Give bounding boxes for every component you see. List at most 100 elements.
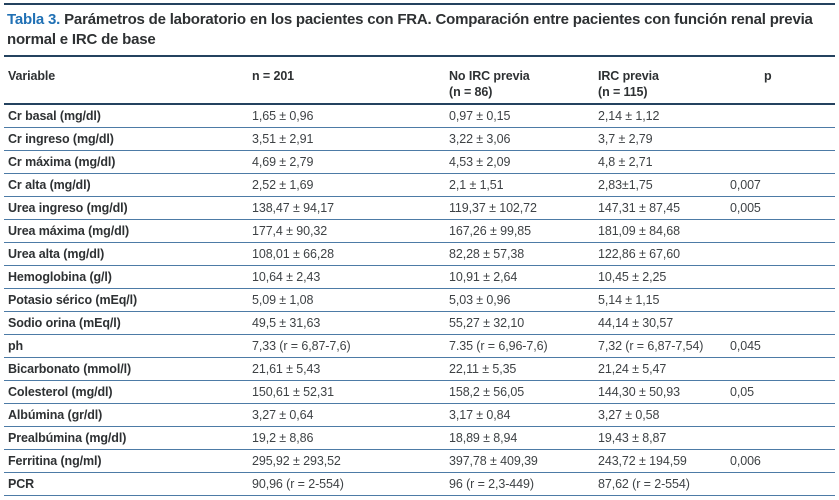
column-header-total: n = 201 [252, 68, 449, 103]
table-body: Cr basal (mg/dl) 1,65 ± 0,96 0,97 ± 0,15… [4, 105, 835, 496]
row-irc-previa-value: 2,14 ± 1,12 [598, 109, 660, 123]
column-header-label: Variable [8, 69, 56, 83]
row-total-value: 19,2 ± 8,86 [252, 431, 314, 445]
row-variable-label: Albúmina (gr/dl) [8, 408, 103, 422]
row-variable-label: Sodio orina (mEq/l) [8, 316, 121, 330]
row-irc-previa-value: 21,24 ± 5,47 [598, 362, 667, 376]
row-total-value: 295,92 ± 293,52 [252, 454, 341, 468]
column-header-p-value: p [730, 68, 835, 103]
row-total-value: 108,01 ± 66,28 [252, 247, 334, 261]
table-row: Urea máxima (mg/dl) 177,4 ± 90,32 167,26… [4, 220, 835, 243]
table-row: Cr alta (mg/dl) 2,52 ± 1,69 2,1 ± 1,51 2… [4, 174, 835, 197]
row-variable-label: Urea alta (mg/dl) [8, 247, 105, 261]
row-no-irc-previa-value: 3,17 ± 0,84 [449, 408, 511, 422]
table-row: Cr ingreso (mg/dl) 3,51 ± 2,91 3,22 ± 3,… [4, 128, 835, 151]
table-row: Cr basal (mg/dl) 1,65 ± 0,96 0,97 ± 0,15… [4, 105, 835, 128]
row-variable-label: Cr ingreso (mg/dl) [8, 132, 114, 146]
row-variable-label: Colesterol (mg/dl) [8, 385, 113, 399]
row-irc-previa-value: 2,83±1,75 [598, 178, 653, 192]
table-row: Albúmina (gr/dl) 3,27 ± 0,64 3,17 ± 0,84… [4, 404, 835, 427]
table-caption: Tabla 3. Parámetros de laboratorio en lo… [7, 10, 817, 50]
row-irc-previa-value: 4,8 ± 2,71 [598, 155, 653, 169]
row-total-value: 49,5 ± 31,63 [252, 316, 321, 330]
row-no-irc-previa-value: 3,22 ± 3,06 [449, 132, 511, 146]
row-no-irc-previa-value: 96 (r = 2,3-449) [449, 477, 534, 491]
row-irc-previa-value: 7,32 (r = 6,87-7,54) [598, 339, 704, 353]
row-variable-label: Bicarbonato (mmol/l) [8, 362, 132, 376]
table-row: Bicarbonato (mmol/l) 21,61 ± 5,43 22,11 … [4, 358, 835, 381]
row-p-value: 0,007 [730, 178, 761, 192]
row-no-irc-previa-value: 7.35 (r = 6,96-7,6) [449, 339, 548, 353]
row-irc-previa-value: 144,30 ± 50,93 [598, 385, 680, 399]
row-irc-previa-value: 3,27 ± 0,58 [598, 408, 660, 422]
row-variable-label: PCR [8, 477, 35, 491]
row-total-value: 150,61 ± 52,31 [252, 385, 334, 399]
row-irc-previa-value: 243,72 ± 194,59 [598, 454, 687, 468]
column-header-label: IRC previa [598, 69, 659, 83]
row-irc-previa-value: 87,62 (r = 2-554) [598, 477, 690, 491]
table-row: Ferritina (ng/ml) 295,92 ± 293,52 397,78… [4, 450, 835, 473]
row-variable-label: Hemoglobina (g/l) [8, 270, 112, 284]
table-row: Colesterol (mg/dl) 150,61 ± 52,31 158,2 … [4, 381, 835, 404]
row-total-value: 3,51 ± 2,91 [252, 132, 314, 146]
column-header-no-irc-previa: No IRC previa (n = 86) [449, 68, 598, 103]
table-number: Tabla 3. [7, 11, 61, 28]
row-total-value: 10,64 ± 2,43 [252, 270, 321, 284]
row-irc-previa-value: 147,31 ± 87,45 [598, 201, 680, 215]
table-row: Urea ingreso (mg/dl) 138,47 ± 94,17 119,… [4, 197, 835, 220]
row-irc-previa-value: 10,45 ± 2,25 [598, 270, 667, 284]
row-variable-label: Ferritina (ng/ml) [8, 454, 102, 468]
row-irc-previa-value: 181,09 ± 84,68 [598, 224, 680, 238]
column-header-label: p [764, 69, 772, 83]
row-variable-label: Cr alta (mg/dl) [8, 178, 91, 192]
row-irc-previa-value: 5,14 ± 1,15 [598, 293, 660, 307]
row-total-value: 90,96 (r = 2-554) [252, 477, 344, 491]
row-p-value: 0,05 [730, 385, 754, 399]
table-row: Prealbúmina (mg/dl) 19,2 ± 8,86 18,89 ± … [4, 427, 835, 450]
row-total-value: 177,4 ± 90,32 [252, 224, 328, 238]
row-no-irc-previa-value: 18,89 ± 8,94 [449, 431, 518, 445]
row-no-irc-previa-value: 5,03 ± 0,96 [449, 293, 511, 307]
table-row: PCR 90,96 (r = 2-554) 96 (r = 2,3-449) 8… [4, 473, 835, 496]
row-total-value: 21,61 ± 5,43 [252, 362, 321, 376]
row-total-value: 5,09 ± 1,08 [252, 293, 314, 307]
row-variable-label: Potasio sérico (mEq/l) [8, 293, 138, 307]
row-variable-label: Urea ingreso (mg/dl) [8, 201, 128, 215]
row-no-irc-previa-value: 2,1 ± 1,51 [449, 178, 504, 192]
row-no-irc-previa-value: 55,27 ± 32,10 [449, 316, 525, 330]
row-p-value: 0,006 [730, 454, 761, 468]
column-header-sublabel: (n = 86) [449, 85, 493, 99]
table-row: ph 7,33 (r = 6,87-7,6) 7.35 (r = 6,96-7,… [4, 335, 835, 358]
row-p-value: 0,005 [730, 201, 761, 215]
row-irc-previa-value: 44,14 ± 30,57 [598, 316, 674, 330]
row-variable-label: Cr basal (mg/dl) [8, 109, 101, 123]
table-caption-text: Parámetros de laboratorio en los pacient… [7, 11, 813, 48]
row-variable-label: Urea máxima (mg/dl) [8, 224, 130, 238]
row-no-irc-previa-value: 158,2 ± 56,05 [449, 385, 525, 399]
column-header-label: No IRC previa [449, 69, 530, 83]
row-irc-previa-value: 19,43 ± 8,87 [598, 431, 667, 445]
caption-rule [4, 55, 835, 57]
row-total-value: 3,27 ± 0,64 [252, 408, 314, 422]
column-header-label: n = 201 [252, 69, 295, 83]
row-no-irc-previa-value: 4,53 ± 2,09 [449, 155, 511, 169]
row-variable-label: Prealbúmina (mg/dl) [8, 431, 127, 445]
table-header-row: Variable n = 201 No IRC previa (n = 86) … [4, 57, 835, 105]
table-row: Potasio sérico (mEq/l) 5,09 ± 1,08 5,03 … [4, 289, 835, 312]
row-total-value: 2,52 ± 1,69 [252, 178, 314, 192]
column-header-irc-previa: IRC previa (n = 115) [598, 68, 730, 103]
row-total-value: 138,47 ± 94,17 [252, 201, 334, 215]
row-no-irc-previa-value: 119,37 ± 102,72 [449, 201, 537, 215]
row-total-value: 4,69 ± 2,79 [252, 155, 314, 169]
row-no-irc-previa-value: 82,28 ± 57,38 [449, 247, 525, 261]
column-header-sublabel: (n = 115) [598, 85, 648, 99]
row-no-irc-previa-value: 167,26 ± 99,85 [449, 224, 531, 238]
row-p-value: 0,045 [730, 339, 761, 353]
row-total-value: 7,33 (r = 6,87-7,6) [252, 339, 351, 353]
row-irc-previa-value: 3,7 ± 2,79 [598, 132, 653, 146]
row-total-value: 1,65 ± 0,96 [252, 109, 314, 123]
table-row: Cr máxima (mg/dl) 4,69 ± 2,79 4,53 ± 2,0… [4, 151, 835, 174]
row-no-irc-previa-value: 22,11 ± 5,35 [449, 362, 517, 376]
row-variable-label: Cr máxima (mg/dl) [8, 155, 116, 169]
